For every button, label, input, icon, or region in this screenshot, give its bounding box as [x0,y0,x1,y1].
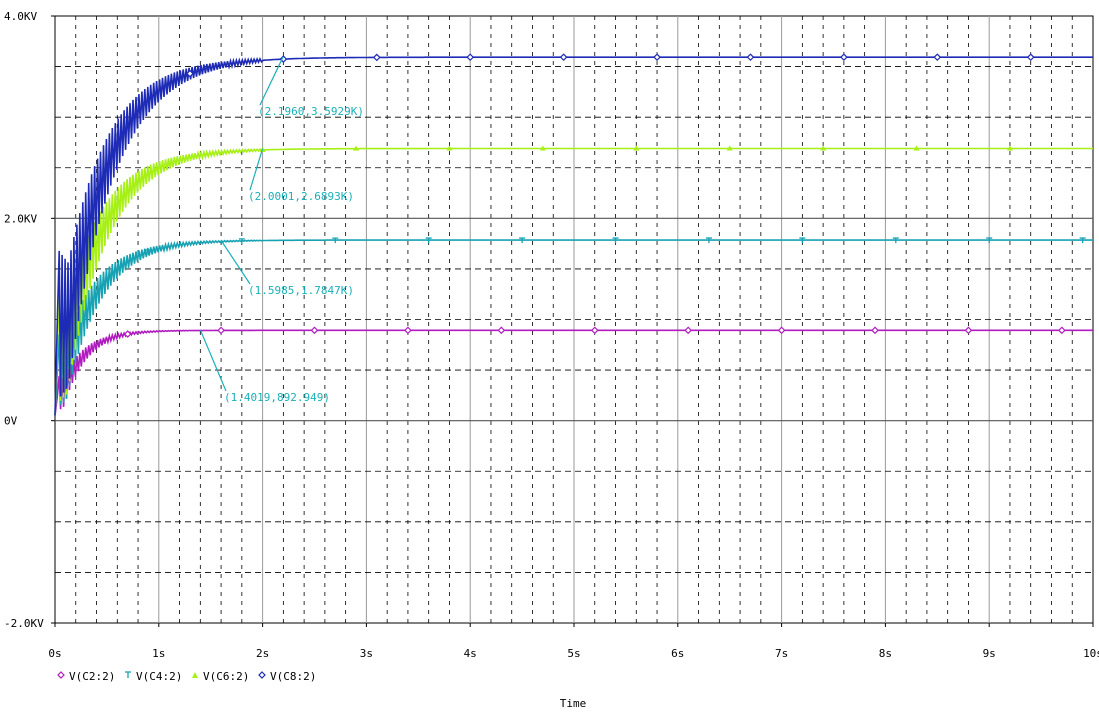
x-axis-label: Time [560,697,587,710]
x-tick-label: 0s [48,647,61,660]
trace-marker [310,326,319,335]
trace-marker [353,145,360,151]
traces [54,56,1093,416]
trace-marker [1058,326,1066,335]
legend-marker [192,672,198,678]
trace-marker [1006,145,1013,151]
x-tick-label: 6s [671,647,684,660]
annotation-leader [199,330,227,392]
trace-marker [186,69,194,78]
trace-marker [986,237,993,244]
trace-v-c2-2- [54,329,1093,416]
annotation-label: (1.4019,892.949) [224,391,330,404]
trace-marker [799,237,806,244]
markers [123,53,1086,338]
x-tick-label: 4s [464,647,477,660]
trace-marker [820,145,827,151]
x-tick-label: 5s [567,647,580,660]
trace-marker [777,326,786,335]
trace-marker [539,145,546,151]
x-ticks: 0s 1s 2s 3s 4s 5s 6s 7s 8s 9s 10s [48,623,1099,660]
x-tick-label: 3s [360,647,373,660]
x-tick-label: 2s [256,647,269,660]
trace-marker [404,326,412,335]
trace-marker [446,145,453,151]
y-ticks: 4.0KV 2.0KV 0V -2.0KV [4,10,55,630]
trace-marker [217,326,225,335]
trace-marker [466,53,475,62]
trace-marker [590,326,599,335]
trace-marker [892,237,899,244]
x-tick-label: 8s [879,647,892,660]
trace-marker [913,145,920,151]
trace-marker [1026,53,1035,62]
legend-marker [125,671,131,678]
trace-v-c4-2- [54,239,1093,416]
x-tick-label: 1s [152,647,165,660]
annotation-label: (1.5985,1.7847K) [248,284,354,297]
trace-marker [166,160,173,166]
y-tick-label: 2.0KV [4,212,37,225]
x-tick-label: 9s [983,647,996,660]
trace-marker [519,237,526,244]
annotation-leader [220,239,251,285]
trace-marker [238,238,245,244]
trace-marker [871,326,879,335]
legend-entry: V(C6:2) [203,670,249,683]
trace-marker [145,249,152,255]
legend-entry: V(C2:2) [69,670,115,683]
trace-marker [1079,237,1086,244]
trace-marker [746,53,755,62]
annotation-leader [249,148,264,191]
trace-marker [653,53,661,62]
trace-marker [559,53,568,62]
trace-marker [684,326,693,335]
trace-marker [933,53,942,62]
trace-marker [425,237,432,244]
y-tick-label: 4.0KV [4,10,37,23]
trace-v-c6-2- [54,147,1093,416]
trace-marker [372,53,381,62]
trace-marker [840,53,848,62]
annotations: (2.1960,3.5929K) (2.0001,2.6893K) (1.5985,… [199,56,364,404]
y-tick-label: 0V [4,415,18,428]
trace-marker [332,237,339,244]
trace-marker [633,145,640,151]
legend-entry: V(C4:2) [136,670,182,683]
legend-marker [57,671,65,679]
annotation-label: (2.1960,3.5929K) [258,105,364,118]
annotation-label: (2.0001,2.6893K) [248,190,354,203]
trace-marker [964,326,973,335]
legend: V(C2:2) V(C4:2) V(C6:2) V(C8:2) [57,670,316,683]
annotation-leader [259,56,284,106]
trace-marker [123,330,132,338]
trace-marker [497,326,506,335]
trace-marker [705,237,712,244]
legend-marker [258,671,266,679]
grid [55,16,1093,623]
trace-marker [726,145,733,151]
x-tick-label: 7s [775,647,788,660]
x-tick-label: 10s [1083,647,1099,660]
y-tick-label: -2.0KV [4,617,44,630]
legend-entry: V(C8:2) [270,670,316,683]
trace-marker [612,237,619,244]
trace-v-c8-2- [54,56,1093,416]
